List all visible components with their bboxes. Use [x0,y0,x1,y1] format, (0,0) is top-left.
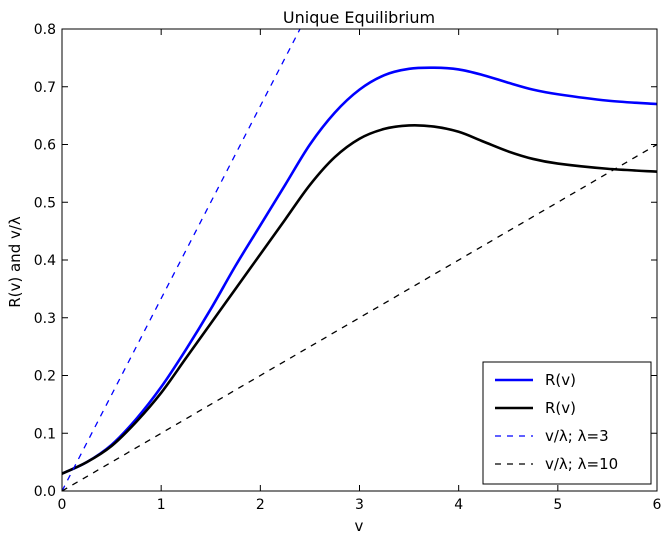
x-tick-label: 0 [58,497,67,513]
series-layer [62,29,657,491]
y-tick-label: 0.2 [34,369,56,385]
x-tick-label: 5 [553,497,562,513]
series-line-0 [62,66,657,475]
x-tick-label: 3 [355,497,364,513]
x-tick-label: 6 [653,497,662,513]
y-tick-label: 0.7 [34,80,56,96]
chart-title: Unique Equilibrium [283,8,435,27]
y-axis-label: R(v) and v/λ [6,216,24,308]
series-line-2 [62,29,301,491]
legend-label-2: v/λ; λ=3 [545,427,609,445]
y-tick-label: 0.1 [34,426,56,442]
legend-label-3: v/λ; λ=10 [545,455,618,473]
legend: R(v) R(v) v/λ; λ=3 v/λ; λ=10 [482,361,652,485]
y-tick-label: 0.8 [34,22,56,38]
x-tick-label: 4 [454,497,463,513]
y-tick-label: 0.3 [34,311,56,327]
x-tick-label: 2 [256,497,265,513]
y-tick-label: 0.4 [34,253,56,269]
x-tick-label: 1 [157,497,166,513]
y-tick-label: 0.5 [34,195,56,211]
y-tick-label: 0.0 [34,484,56,500]
legend-label-0: R(v) [545,371,576,389]
ticks-layer: 0 1 2 3 4 5 6 0.0 0.1 0.2 0.3 0.4 0.5 0.6 0.7 0.8 [34,22,662,513]
series-line-1 [62,124,657,475]
legend-label-1: R(v) [545,399,576,417]
x-axis-label: v [355,517,364,535]
y-tick-label: 0.6 [34,138,56,154]
plot-area: 0 1 2 3 4 5 6 0.0 0.1 0.2 0.3 0.4 0.5 0.6 0.7 0.8 [34,22,662,513]
